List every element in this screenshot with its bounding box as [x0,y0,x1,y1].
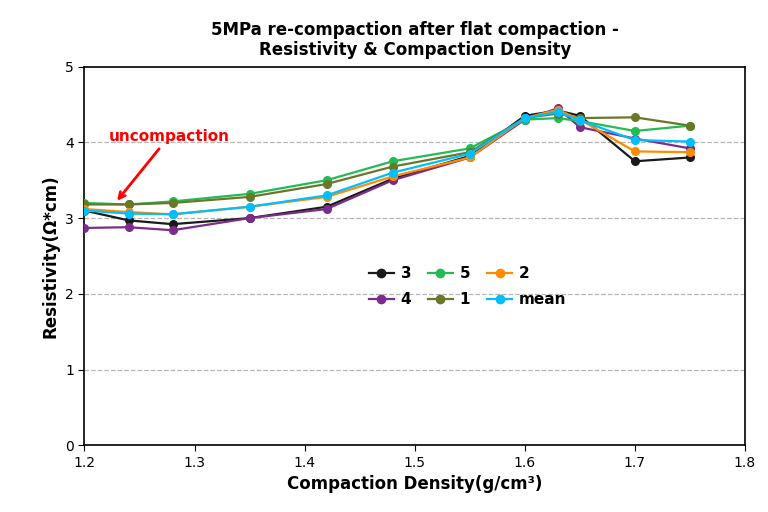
X-axis label: Compaction Density(g/cm³): Compaction Density(g/cm³) [287,476,542,494]
Title: 5MPa re-compaction after flat compaction -
Resistivity & Compaction Density: 5MPa re-compaction after flat compaction… [210,20,619,59]
Y-axis label: Resistivity(Ω*cm): Resistivity(Ω*cm) [41,174,60,338]
Legend: 3, 4, 5, 1, 2, mean: 3, 4, 5, 1, 2, mean [363,260,572,312]
Text: uncompaction: uncompaction [109,129,230,198]
